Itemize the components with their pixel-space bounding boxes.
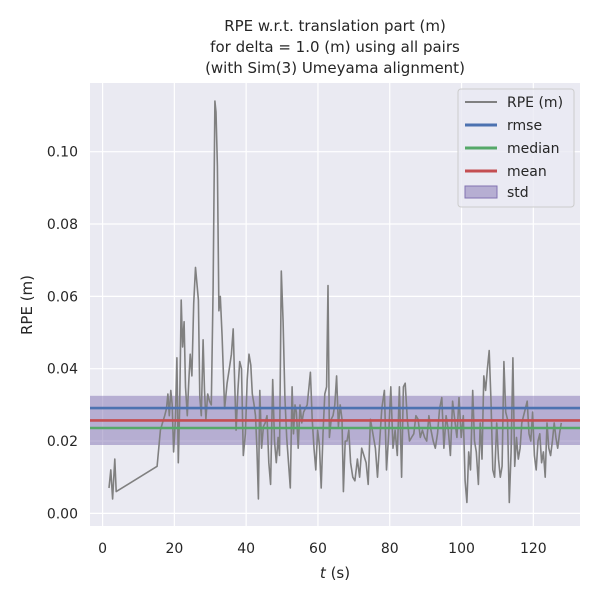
- x-tick-label: 40: [237, 541, 255, 557]
- x-tick-labels: 0 20 40 60 80 100 120: [98, 541, 547, 557]
- y-tick-label: 0.08: [47, 217, 78, 233]
- x-tick-label: 120: [520, 541, 547, 557]
- chart-title-line-1: RPE w.r.t. translation part (m): [224, 17, 446, 35]
- chart-title-line-2: for delta = 1.0 (m) using all pairs: [210, 38, 460, 56]
- legend-box: [457, 88, 575, 208]
- y-tick-labels: 0.00 0.02 0.04 0.06 0.08 0.10: [47, 145, 78, 523]
- legend-std-swatch: [464, 185, 498, 199]
- series-layer: [108, 100, 563, 504]
- y-tick-label: 0.10: [47, 145, 78, 161]
- legend-mean-label: mean: [507, 164, 547, 180]
- legend-std-label: std: [507, 185, 529, 201]
- x-tick-label: 100: [448, 541, 475, 557]
- rpe-series-line: [108, 100, 563, 504]
- x-axis-label-var: t: [320, 564, 327, 582]
- x-axis-label: t (s): [320, 564, 350, 582]
- y-tick-label: 0.02: [47, 434, 78, 450]
- x-tick-label: 80: [381, 541, 399, 557]
- legend-rmse-label: rmse: [507, 118, 542, 134]
- x-tick-label: 0: [98, 541, 107, 557]
- x-tick-label: 60: [309, 541, 327, 557]
- y-tick-label: 0.04: [47, 362, 78, 378]
- legend-rpe-label: RPE (m): [507, 95, 563, 111]
- x-axis-label-unit: (s): [326, 564, 350, 582]
- x-tick-label: 20: [165, 541, 183, 557]
- stat-lines-layer: [90, 406, 580, 430]
- legend: RPE (m) rmse median mean std: [457, 88, 575, 208]
- y-tick-label: 0.06: [47, 289, 78, 305]
- chart-title-line-3: (with Sim(3) Umeyama alignment): [205, 59, 465, 77]
- y-tick-label: 0.00: [47, 506, 78, 522]
- y-axis-label: RPE (m): [18, 275, 36, 335]
- legend-median-label: median: [507, 141, 559, 157]
